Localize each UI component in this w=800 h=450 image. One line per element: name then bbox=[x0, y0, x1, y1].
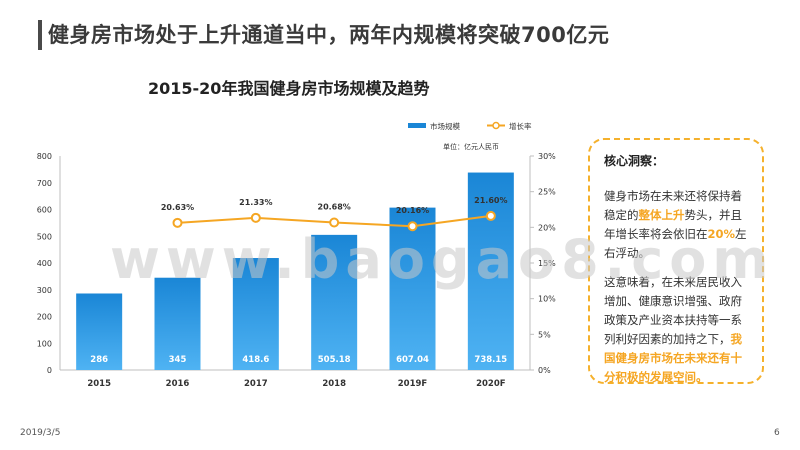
bar-2016 bbox=[154, 277, 201, 370]
x-tick-label: 2018 bbox=[322, 379, 346, 389]
growth-rate-point bbox=[485, 210, 496, 221]
growth-rate-label: 21.33% bbox=[239, 198, 272, 207]
x-tick-label: 2015 bbox=[87, 379, 111, 389]
growth-rate-label: 20.63% bbox=[161, 203, 194, 212]
legend-line-marker bbox=[492, 121, 500, 130]
bar-2019F bbox=[389, 207, 436, 370]
growth-rate-label: 20.16% bbox=[396, 206, 429, 215]
title-accent-bar bbox=[38, 20, 42, 50]
insight-p1-text-c: 左右浮动。 bbox=[604, 227, 747, 260]
x-tick-label: 2016 bbox=[166, 379, 190, 389]
y-right-tick-label: 30% bbox=[538, 152, 556, 161]
y-right-tick-label: 0% bbox=[538, 366, 551, 375]
legend-bar-swatch bbox=[408, 123, 426, 128]
y-left-tick-label: 0 bbox=[47, 366, 52, 375]
bar-value-label: 607.04 bbox=[396, 355, 429, 365]
insight-p1-highlight-rate: 20% bbox=[707, 227, 736, 241]
chart-title: 2015-20年我国健身房市场规模及趋势 bbox=[148, 79, 430, 98]
y-left-tick-label: 400 bbox=[37, 259, 52, 268]
legend-line-label: 增长率 bbox=[509, 121, 532, 131]
y-right-tick-label: 5% bbox=[538, 330, 551, 339]
y-left-tick-label: 100 bbox=[37, 339, 52, 348]
y-left-tick-label: 600 bbox=[37, 206, 52, 215]
growth-rate-point bbox=[172, 217, 183, 228]
bar-value-label: 286 bbox=[90, 355, 108, 365]
growth-rate-point bbox=[250, 212, 261, 223]
insight-p1-text-a: 健身市场在未来还将保持着稳定的 bbox=[604, 189, 742, 222]
insight-p2-highlight: 我国健身房市场在未来还有十分积极的发展空间。 bbox=[604, 332, 742, 384]
growth-rate-point bbox=[329, 217, 340, 228]
growth-rate-label: 20.68% bbox=[318, 202, 351, 211]
x-tick-label: 2017 bbox=[244, 379, 268, 389]
insight-paragraph-2: 这意味着，在未来居民收入增加、健康意识增强、政府政策及产业资本扶持等一系列利好因… bbox=[604, 273, 748, 387]
page-title: 健身房市场处于上升通道当中，两年内规模将突破700亿元 bbox=[48, 23, 610, 47]
y-left-tick-label: 500 bbox=[37, 232, 52, 241]
insight-p2-text: 这意味着，在未来居民收入增加、健康意识增强、政府政策及产业资本扶持等一系列利好因… bbox=[604, 275, 742, 346]
footer-date: 2019/3/5 bbox=[20, 428, 61, 438]
x-tick-label: 2019F bbox=[398, 379, 428, 389]
y-right-tick-label: 20% bbox=[538, 223, 556, 232]
growth-rate-label: 21.60% bbox=[474, 196, 507, 205]
unit-note: 单位：亿元人民币 bbox=[443, 142, 499, 151]
bar-2015 bbox=[76, 293, 123, 370]
legend-bar-label: 市场规模 bbox=[430, 121, 460, 131]
y-left-tick-label: 800 bbox=[37, 152, 52, 161]
insight-paragraph-1: 健身市场在未来还将保持着稳定的整体上升势头，并且年增长率将会依旧在20%左右浮动… bbox=[604, 187, 748, 263]
insight-box: 核心洞察： 健身市场在未来还将保持着稳定的整体上升势头，并且年增长率将会依旧在2… bbox=[588, 138, 764, 384]
bar-2020F bbox=[467, 172, 514, 370]
y-left-tick-label: 300 bbox=[37, 286, 52, 295]
bar-value-label: 738.15 bbox=[474, 355, 507, 365]
footer-page-number: 6 bbox=[774, 428, 780, 438]
insight-heading: 核心洞察： bbox=[604, 154, 665, 168]
market-size-chart: 0 100 200 300 400 500 600 700 800 0% 5% 10% 15% 20% 25… bbox=[37, 121, 556, 389]
y-left-tick-label: 200 bbox=[37, 313, 52, 322]
bar-value-label: 505.18 bbox=[318, 355, 351, 365]
bar-value-label: 345 bbox=[169, 355, 187, 365]
y-left-tick-label: 700 bbox=[37, 179, 52, 188]
insight-p1-highlight-trend: 整体上升 bbox=[638, 208, 685, 222]
y-right-tick-label: 25% bbox=[538, 188, 556, 197]
y-right-tick-label: 15% bbox=[538, 259, 556, 268]
bar-2018 bbox=[311, 234, 358, 370]
bar-2017 bbox=[232, 258, 279, 370]
x-tick-label: 2020F bbox=[476, 379, 506, 389]
y-right-tick-label: 10% bbox=[538, 295, 556, 304]
bar-value-label: 418.6 bbox=[242, 355, 269, 365]
insight-p1-text-b: 势头，并且年增长率将会依旧在 bbox=[604, 208, 742, 241]
growth-rate-point bbox=[407, 221, 418, 232]
